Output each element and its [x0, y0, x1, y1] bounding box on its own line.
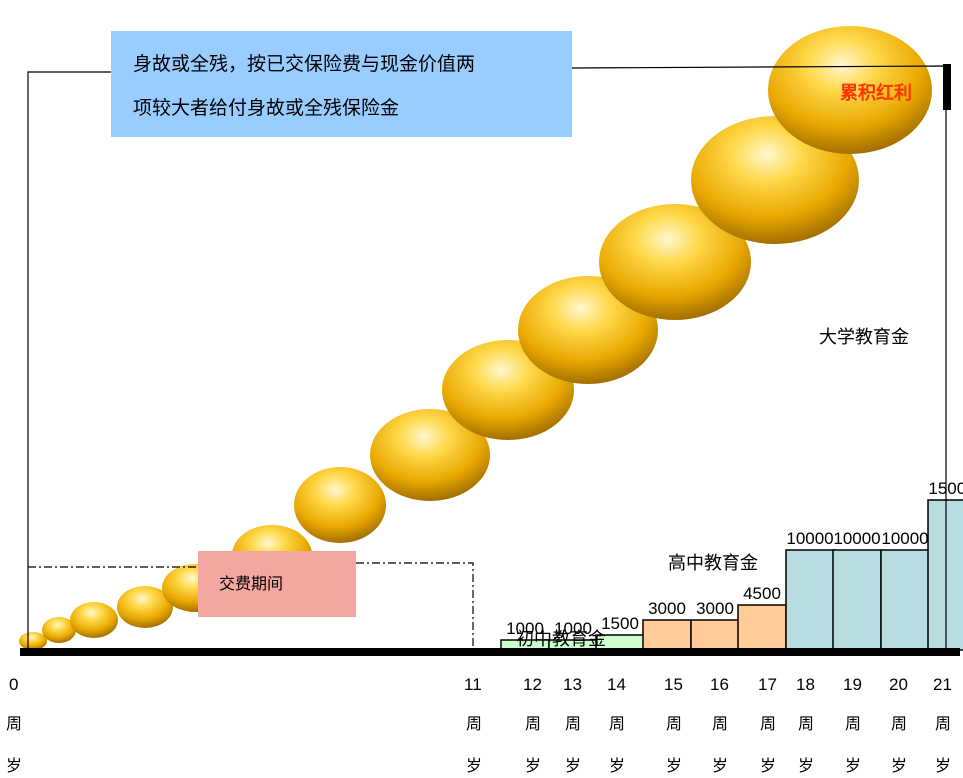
- payment-period-line-right: [356, 562, 474, 650]
- bubble-label: 累积红利: [840, 82, 912, 104]
- age-tick-19: 19: [843, 675, 862, 694]
- age-unit-1-11: 周: [466, 714, 483, 733]
- age-unit-1-21: 周: [935, 714, 952, 733]
- age-unit-2-18: 岁: [798, 756, 815, 775]
- bar-age-15: [642, 619, 692, 651]
- x-axis-baseline: [20, 648, 960, 656]
- payment-period-box: 交费期间: [198, 551, 356, 617]
- bar-value-label-13: 1000: [554, 619, 592, 638]
- age-tick-15: 15: [664, 675, 683, 694]
- age-unit-1-13: 周: [565, 714, 582, 733]
- note-line-2: 项较大者给付身故或全残保险金: [133, 97, 400, 119]
- bar-value-label-17: 4500: [743, 584, 781, 603]
- age-unit-2-14: 岁: [609, 756, 626, 775]
- bar-value-label-15: 3000: [648, 599, 686, 618]
- age-unit-1-17: 周: [760, 714, 777, 733]
- dividend-bubble-1: [42, 617, 76, 643]
- bar-age-17: [737, 604, 787, 651]
- dividend-bubbles: [19, 26, 932, 650]
- group-label-1: 高中教育金: [668, 553, 758, 574]
- bar-age-16: [690, 619, 740, 651]
- payment-period-label: 交费期间: [219, 574, 284, 593]
- bar-age-19: [832, 549, 882, 651]
- age-unit-2-17: 岁: [760, 756, 777, 775]
- age-unit-1-14: 周: [609, 714, 626, 733]
- age-unit-1-16: 周: [712, 714, 729, 733]
- age-unit-1-19: 周: [845, 714, 862, 733]
- dividend-bubble-6: [294, 467, 386, 543]
- bar-value-label-16: 3000: [696, 599, 734, 618]
- age-tick-17: 17: [758, 675, 777, 694]
- x-axis: [20, 648, 960, 656]
- age-tick-0: 0: [9, 675, 19, 694]
- bar-value-label-20: 10000: [881, 529, 928, 548]
- age-unit-1-18: 周: [798, 714, 815, 733]
- age-unit-2-11: 岁: [466, 756, 483, 775]
- age-unit-1-12: 周: [525, 714, 542, 733]
- bar-value-label-14: 1500: [601, 614, 639, 633]
- age-unit-2-16: 岁: [712, 756, 729, 775]
- bar-value-label-19: 10000: [833, 529, 880, 548]
- age-tick-13: 13: [563, 675, 582, 694]
- note-line-1: 身故或全残，按已交保险费与现金价值两: [133, 53, 476, 75]
- age-unit-2-12: 岁: [525, 756, 542, 775]
- bars: [500, 499, 963, 651]
- age-tick-11: 11: [464, 675, 482, 694]
- benefit-note-box: 身故或全残，按已交保险费与现金价值两 项较大者给付身故或全残保险金: [111, 31, 572, 137]
- age-unit-2-0: 岁: [6, 756, 23, 775]
- age-unit-2-15: 岁: [666, 756, 683, 775]
- bar-value-label-18: 10000: [786, 529, 833, 548]
- age-tick-21: 21: [933, 675, 952, 694]
- bar-value-label-12: 1000: [506, 619, 544, 638]
- age-tick-12: 12: [523, 675, 542, 694]
- group-label-2: 大学教育金: [819, 327, 909, 348]
- group-label-0: 初中教育金: [516, 629, 606, 650]
- bar-age-18: [785, 549, 835, 651]
- age-unit-2-19: 岁: [845, 756, 862, 775]
- age-tick-16: 16: [710, 675, 729, 694]
- dividend-bubble-3: [117, 586, 173, 628]
- age-unit-1-0: 周: [6, 714, 23, 733]
- age-unit-1-15: 周: [666, 714, 683, 733]
- dividend-bubble-12: [768, 26, 932, 154]
- note-left-bracket: [27, 71, 111, 650]
- dividend-bubble-7: [370, 409, 490, 501]
- age-unit-2-20: 岁: [891, 756, 908, 775]
- bar-value-label-21: 15000: [928, 479, 963, 498]
- dividend-bubble-2: [70, 602, 118, 638]
- age-unit-2-13: 岁: [565, 756, 582, 775]
- dividend-bubble-0: [19, 632, 47, 650]
- age-unit-2-21: 岁: [935, 756, 952, 775]
- age-tick-20: 20: [889, 675, 908, 694]
- age-unit-1-20: 周: [891, 714, 908, 733]
- bar-age-20: [880, 549, 930, 651]
- dividend-bubble-10: [599, 204, 751, 320]
- age-tick-18: 18: [796, 675, 815, 694]
- annotation-lines: [27, 64, 951, 650]
- age-tick-14: 14: [607, 675, 626, 694]
